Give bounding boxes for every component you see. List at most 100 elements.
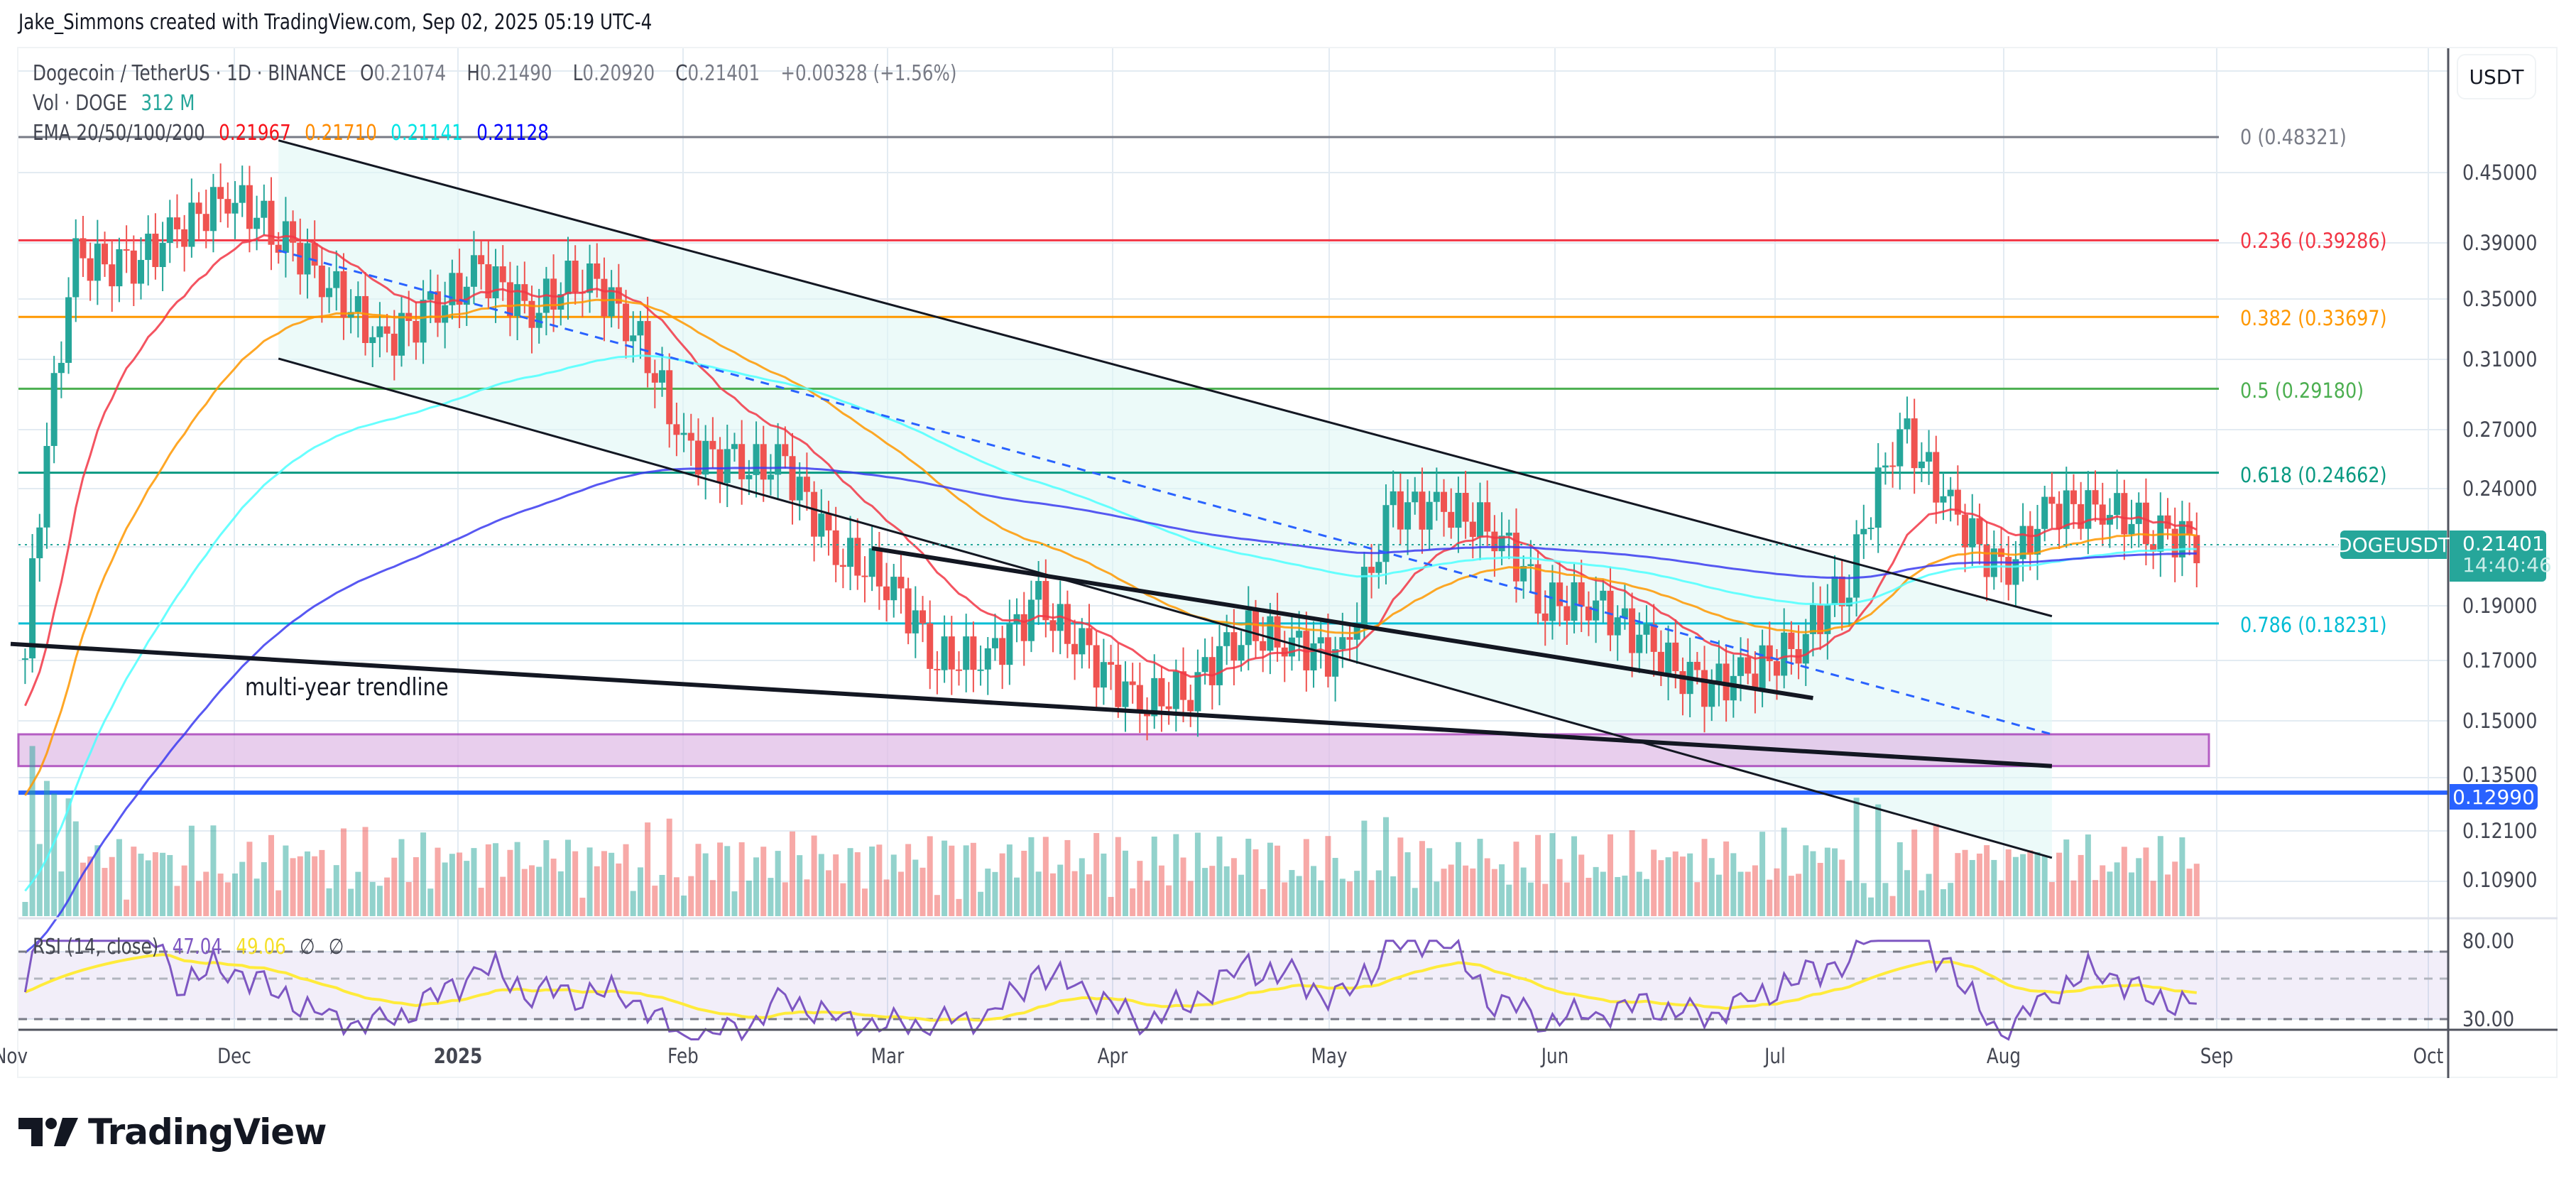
volume-bar (1781, 827, 1787, 916)
volume-bar (1976, 853, 1982, 916)
candle-body (116, 249, 123, 287)
candle-body (2142, 502, 2149, 545)
volume-bar (457, 852, 463, 916)
volume-bar (1998, 880, 2004, 916)
candle-body (1896, 429, 1904, 467)
volume-bar (1723, 841, 1730, 916)
rsi-legend[interactable]: RSI (14, close) 47.04 49.06 ∅ ∅ (33, 935, 352, 959)
candle-body (767, 474, 774, 480)
volume-bar (1832, 848, 1838, 916)
tradingview-logo-icon (18, 1118, 78, 1146)
volume-bar (1477, 839, 1483, 916)
time-label-nov: Nov (0, 1044, 28, 1068)
candle-body (724, 449, 731, 484)
tradingview-logo[interactable]: TradingView (18, 1111, 327, 1153)
volume-bar (1021, 850, 1027, 916)
candle-body (159, 243, 166, 268)
time-label-sep: Sep (2200, 1044, 2234, 1068)
volume-bar (536, 866, 542, 916)
volume-bar (1933, 824, 1939, 916)
volume-bar (348, 888, 354, 916)
volume-bar (109, 856, 115, 916)
candle-body (166, 217, 173, 244)
volume-bar (1122, 850, 1128, 916)
volume-bar (1202, 868, 1208, 916)
candle-body (1781, 632, 1788, 676)
rsi-value: 47.04 (172, 935, 223, 959)
channel-line (278, 357, 2053, 859)
candle-body (1904, 418, 1911, 430)
volume-bar (384, 877, 391, 916)
volume-bar (949, 845, 955, 916)
volume-bar (493, 843, 499, 916)
volume-bar (746, 880, 752, 916)
volume-bar (1448, 864, 1454, 916)
volume-bar (840, 883, 846, 916)
candle-body (1585, 606, 1592, 621)
volume-legend[interactable]: Vol · DOGE 312 M (33, 91, 203, 116)
credit-line: Jake_Simmons created with TradingView.co… (18, 10, 653, 35)
trendline-annotation[interactable]: multi-year trendline (245, 673, 449, 702)
candle-body (1730, 675, 1737, 701)
candle-body (1498, 535, 1505, 552)
volume-bar (1889, 896, 1896, 916)
candle-body (912, 610, 919, 633)
rsi-ma-line (24, 953, 2198, 1022)
candle-body (102, 244, 109, 265)
volume-bar (666, 818, 672, 916)
volume-bar (1520, 867, 1527, 916)
candle-body (383, 326, 391, 334)
candle-body (1614, 617, 1621, 636)
volume-bar (160, 852, 166, 916)
volume-bar (1824, 847, 1830, 916)
candle-body (1274, 616, 1281, 648)
candle-body (637, 321, 644, 336)
volume-bar (594, 866, 600, 916)
volume-bar (912, 859, 919, 916)
volume-bar (2048, 881, 2055, 916)
volume-bar (275, 890, 282, 916)
currency-button[interactable]: USDT (2457, 54, 2536, 99)
candle-body (1412, 491, 1419, 503)
volume-bar (645, 822, 651, 916)
volume-bar (1216, 836, 1223, 916)
candle-body (369, 337, 376, 343)
candle-body (391, 333, 398, 356)
candle-body (1360, 567, 1368, 627)
candle-body (1042, 581, 1049, 621)
volume-bar (854, 852, 861, 916)
volume-bar (80, 862, 86, 916)
volume-bar (1230, 858, 1237, 916)
candle-body (760, 444, 767, 480)
candle-body (1491, 531, 1498, 552)
volume-bar (797, 855, 803, 916)
volume-bar (1846, 881, 1852, 916)
volume-bar (1434, 881, 1440, 916)
candle-body (1049, 620, 1057, 631)
candle-body (875, 548, 883, 587)
candle-body (1520, 565, 1527, 582)
volume-bar (1629, 830, 1635, 916)
candle-body (1433, 491, 1440, 502)
symbol-name[interactable]: Dogecoin / TetherUS · 1D · BINANCE (33, 61, 346, 86)
volume-bar (564, 839, 571, 916)
volume-bar (2172, 861, 2178, 916)
volume-bar (1563, 882, 1570, 916)
ema-legend[interactable]: EMA 20/50/100/200 0.21967 0.21710 0.2114… (33, 121, 557, 146)
candle-body (442, 305, 449, 323)
volume-bar (557, 871, 564, 916)
volume-bar (942, 840, 948, 916)
volume-bar (1223, 866, 1230, 916)
candle-body (644, 321, 651, 374)
candle-body (478, 255, 485, 265)
candle-body (1484, 502, 1491, 532)
volume-bar (702, 853, 709, 916)
volume-bar (804, 879, 810, 916)
volume-bar (1006, 844, 1013, 916)
candle-body (1600, 590, 1607, 601)
candle-body (275, 244, 282, 253)
volume-bar (261, 862, 267, 916)
volume-bar (1470, 868, 1476, 916)
volume-bar (1730, 853, 1737, 916)
